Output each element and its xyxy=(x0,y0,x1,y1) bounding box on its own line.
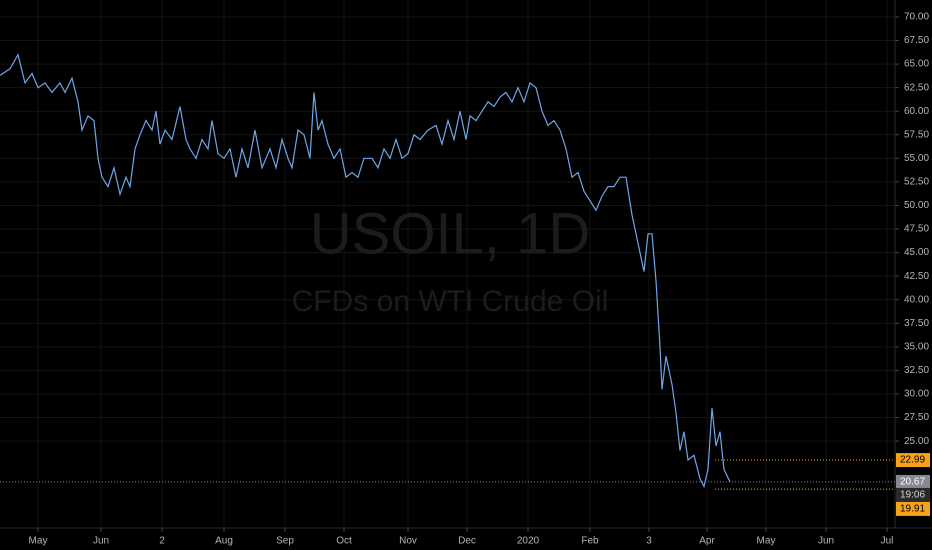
y-tick-label: 67.50 xyxy=(904,35,929,46)
x-tick-label: Feb xyxy=(581,536,599,547)
y-tick-label: 25.00 xyxy=(904,436,929,447)
x-tick-label: Jun xyxy=(93,536,109,547)
grid xyxy=(0,0,895,528)
countdown-box xyxy=(896,487,930,502)
y-tick-label: 42.50 xyxy=(904,271,929,282)
watermark-subtitle: CFDs on WTI Crude Oil xyxy=(292,285,609,318)
y-tick-label: 55.00 xyxy=(904,153,929,164)
watermark-title: USOIL, 1D xyxy=(310,201,590,266)
x-tick-label: 2 xyxy=(159,536,165,547)
x-tick-label: Jul xyxy=(881,536,894,547)
y-tick-label: 62.50 xyxy=(904,82,929,93)
x-tick-label: 2020 xyxy=(517,536,540,547)
y-tick-label: 50.00 xyxy=(904,200,929,211)
price-line xyxy=(0,53,731,489)
price-label: 22.99 xyxy=(900,455,925,466)
x-tick-label: Oct xyxy=(336,536,352,547)
x-tick-label: Aug xyxy=(215,536,233,547)
price-label: 19.91 xyxy=(900,504,925,515)
y-tick-label: 35.00 xyxy=(904,341,929,352)
y-tick-label: 52.50 xyxy=(904,177,929,188)
x-tick-label: May xyxy=(757,536,776,547)
y-tick-label: 57.50 xyxy=(904,129,929,140)
y-tick-label: 47.50 xyxy=(904,224,929,235)
price-label-box xyxy=(896,453,930,468)
y-tick-label: 70.00 xyxy=(904,12,929,23)
y-tick-label: 32.50 xyxy=(904,365,929,376)
x-tick-label: Nov xyxy=(399,536,417,547)
x-tick-label: Dec xyxy=(458,536,476,547)
y-tick-label: 30.00 xyxy=(904,389,929,400)
x-tick-label: Jun xyxy=(818,536,834,547)
y-tick-label: 27.50 xyxy=(904,412,929,423)
y-tick-label: 40.00 xyxy=(904,294,929,305)
price-label-box xyxy=(896,501,930,516)
y-tick-label: 65.00 xyxy=(904,59,929,70)
price-label-box xyxy=(896,474,930,489)
x-tick-label: May xyxy=(29,536,48,547)
y-tick-label: 45.00 xyxy=(904,247,929,258)
countdown: 19:06 xyxy=(900,490,925,501)
x-tick-label: Sep xyxy=(276,536,294,547)
y-tick-label: 37.50 xyxy=(904,318,929,329)
y-tick-label: 60.00 xyxy=(904,106,929,117)
price-label: 20.67 xyxy=(900,477,925,488)
x-tick-label: Apr xyxy=(699,536,715,547)
x-tick-label: 3 xyxy=(646,536,652,547)
